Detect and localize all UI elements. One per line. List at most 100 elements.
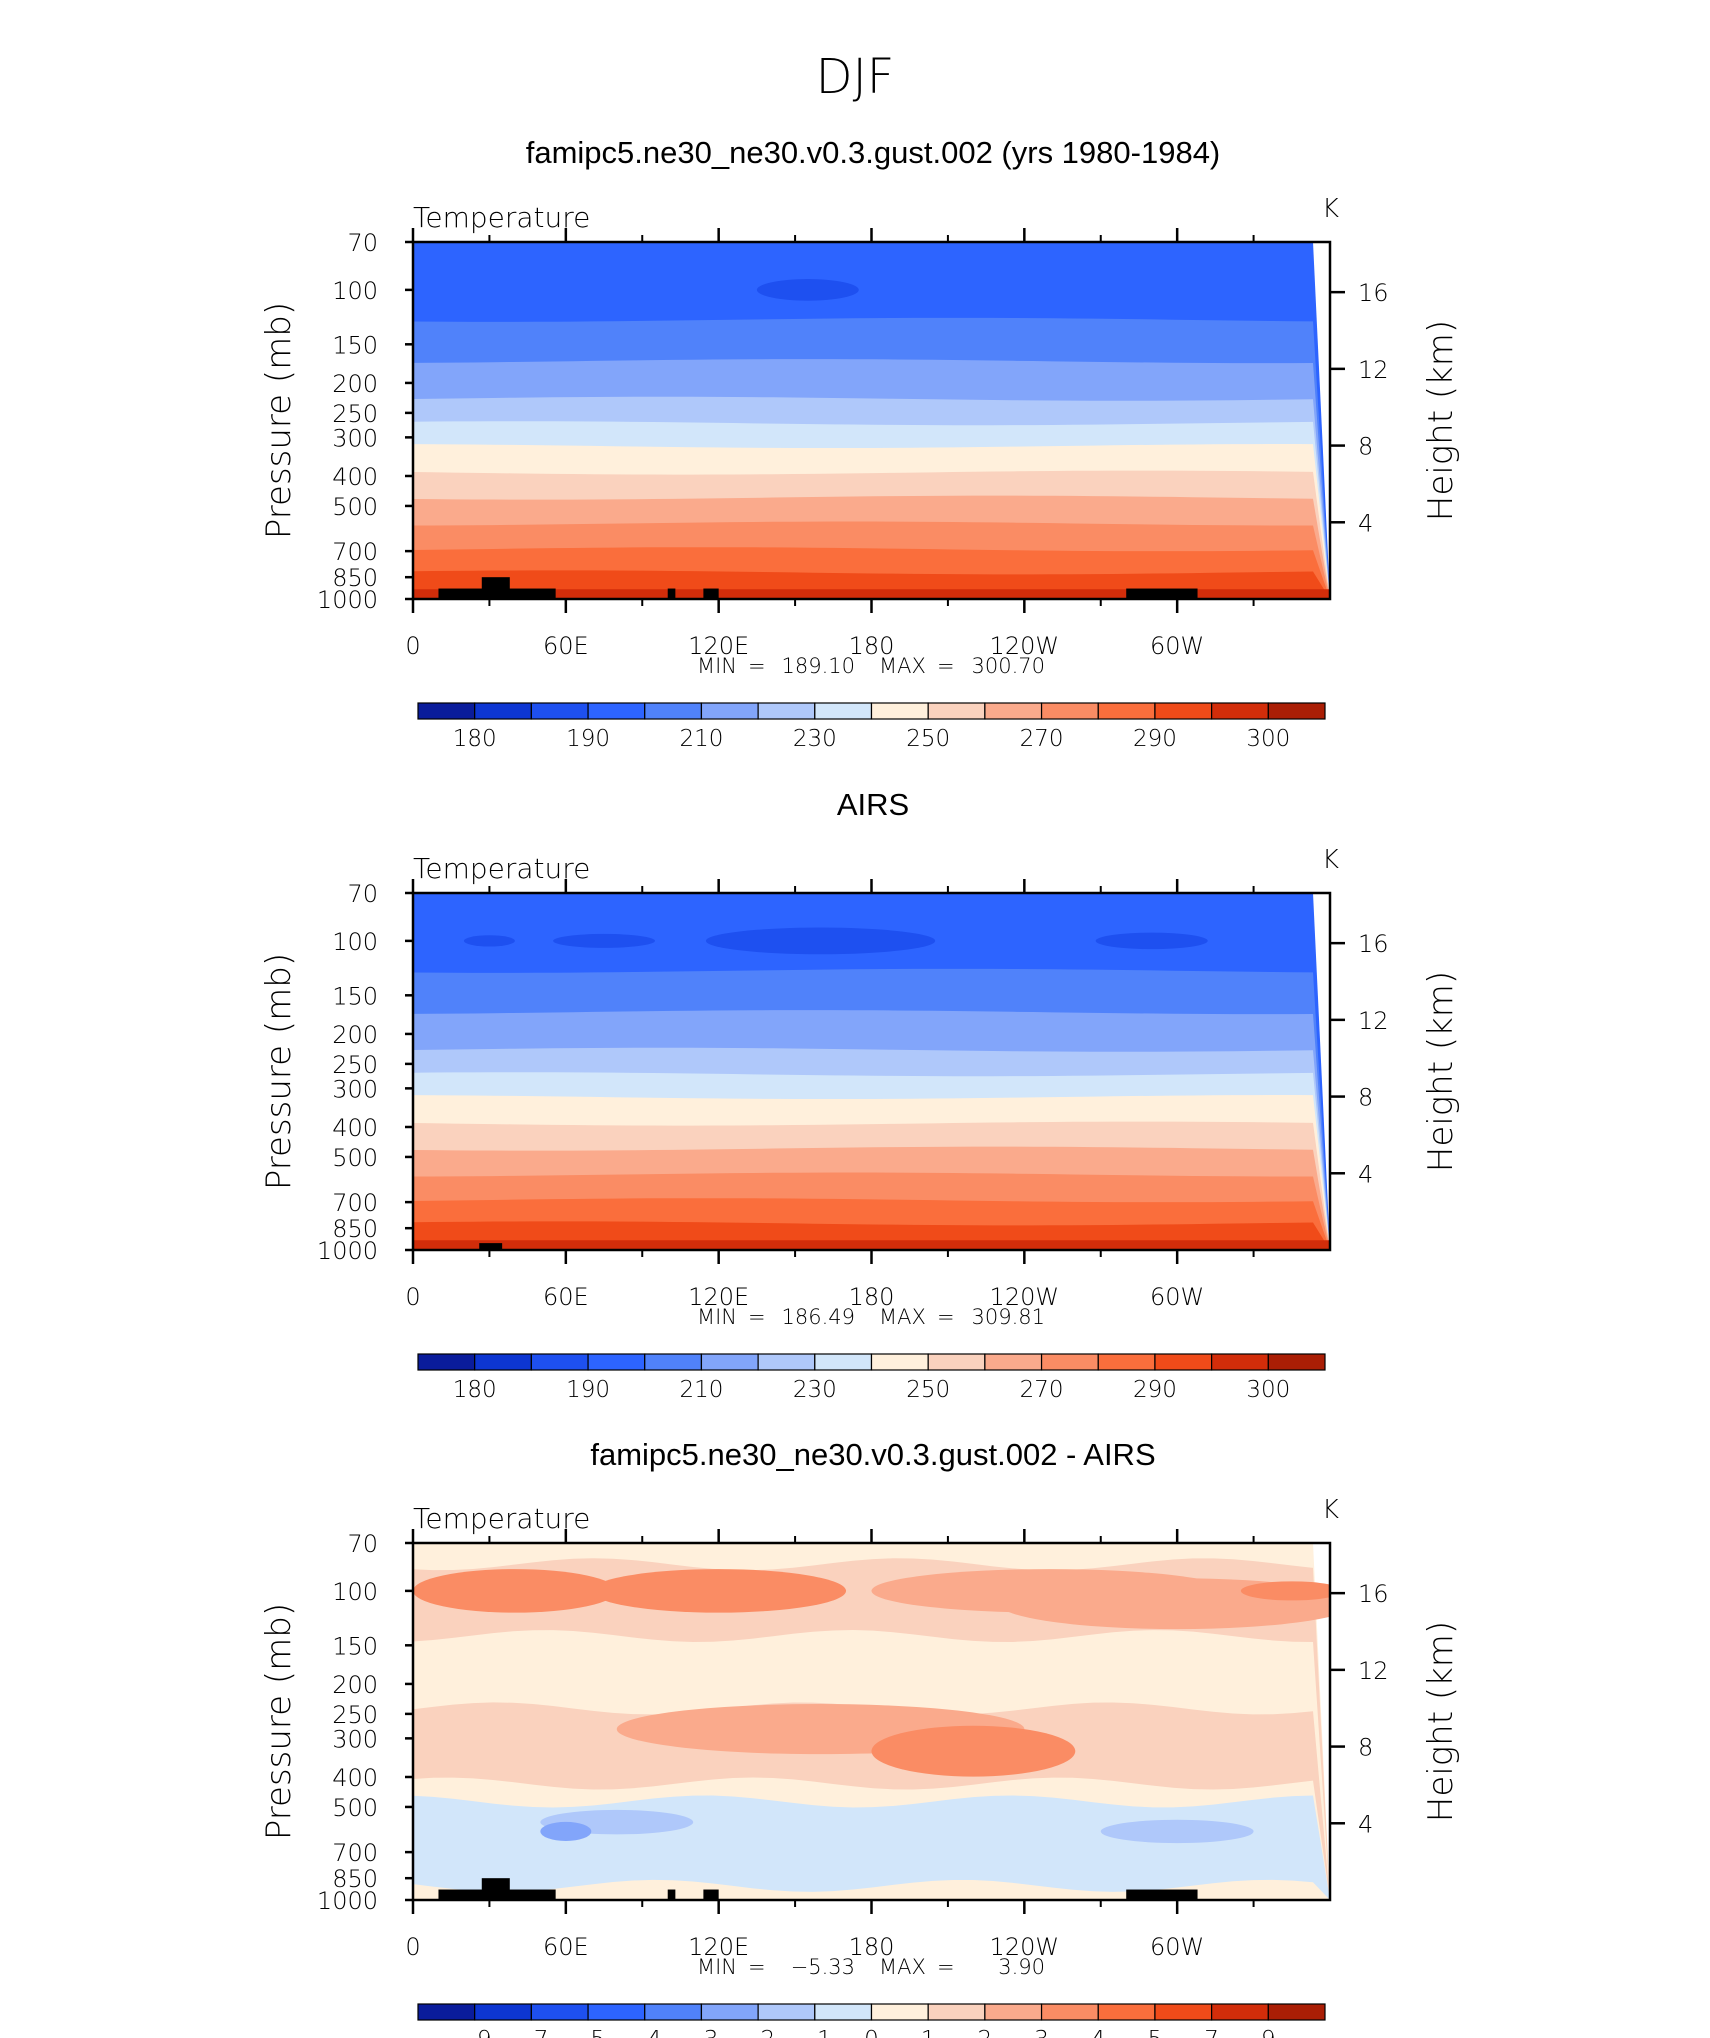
colorbar-box (474, 1353, 532, 1371)
colorbar-label: −4 (628, 2027, 662, 2038)
y-tick-label: 100 (332, 1578, 378, 1606)
figure-title: DJF (816, 49, 895, 105)
y-tick-label: 70 (347, 880, 378, 908)
colorbar-box (1097, 1353, 1156, 1371)
y-tick-label: 700 (332, 538, 378, 566)
y-tick-label: 300 (332, 1075, 378, 1103)
y-tick-label: 150 (332, 1632, 378, 1660)
y-tick-label: 850 (332, 1865, 378, 1893)
x-tick-label: 60W (1150, 1933, 1204, 1961)
contour-blob (463, 935, 515, 947)
contour-blob (705, 927, 936, 955)
colorbar-box (417, 702, 476, 720)
contour-blob (527, 1581, 757, 1601)
colorbar-box (870, 1353, 929, 1371)
colorbar-box (984, 2003, 1043, 2021)
x-tick-label: 180 (849, 1283, 895, 1311)
colorbar-box (814, 1353, 873, 1371)
y-tick-label: 150 (332, 982, 378, 1010)
colorbar-box (700, 702, 759, 720)
min-value: 186.49 (782, 1305, 855, 1329)
y-tick-label: 500 (332, 1144, 378, 1172)
colorbar-box (1154, 702, 1213, 720)
y2-tick-label: 8 (1358, 1084, 1373, 1112)
colorbar-box (1267, 702, 1326, 720)
y-tick-label: 200 (332, 1671, 378, 1699)
x-tick-label: 0 (405, 1283, 420, 1311)
y2-tick-label: 12 (1358, 1657, 1389, 1685)
colorbar-box (1267, 1353, 1326, 1371)
y-tick-label: 150 (332, 331, 378, 359)
colorbar-box (927, 2003, 986, 2021)
y-tick-label: 500 (332, 493, 378, 521)
colorbar-box (757, 2003, 816, 2021)
contour-blob (871, 1725, 1076, 1777)
topography-mask (1126, 1889, 1198, 1900)
y-tick-label: 1000 (317, 1887, 378, 1915)
colorbar-box (644, 1353, 703, 1371)
min-value: −5.33 (791, 1955, 855, 1979)
colorbar-label: 270 (1020, 726, 1064, 752)
variable-label: Temperature (413, 852, 590, 885)
colorbar-label: 250 (906, 1377, 950, 1403)
colorbar-label: 7 (1204, 2027, 1219, 2038)
y-tick-label: 200 (332, 370, 378, 398)
colorbar-box (417, 2003, 476, 2021)
colorbar-label: 290 (1133, 1377, 1177, 1403)
y-tick-label: 700 (332, 1839, 378, 1867)
y2-axis-label: Height (km) (1421, 1621, 1461, 1822)
colorbar-box (530, 1353, 589, 1371)
min-eq: = (748, 1305, 766, 1329)
colorbar-box (1040, 2003, 1099, 2021)
x-tick-label: 180 (849, 632, 895, 660)
colorbar-box (814, 2003, 873, 2021)
y-tick-label: 100 (332, 928, 378, 956)
max-label: MAX (879, 1955, 926, 1979)
y-tick-label: 250 (332, 1701, 378, 1729)
panel-title: AIRS (837, 787, 909, 822)
colorbar-box (1211, 2003, 1269, 2021)
y-tick-label: 1000 (317, 1237, 378, 1265)
x-tick-label: 120W (990, 1283, 1060, 1311)
contour-blob (756, 279, 859, 301)
colorbar-label: 250 (906, 726, 950, 752)
max-value: 300.70 (972, 654, 1045, 678)
colorbar-label: 210 (679, 726, 723, 752)
y-tick-label: 250 (332, 400, 378, 428)
y-tick-label: 70 (347, 1530, 378, 1558)
colorbar-box (1097, 2003, 1156, 2021)
topography-mask (703, 588, 719, 599)
colorbar-label: 190 (566, 726, 610, 752)
colorbar-box (530, 702, 589, 720)
colorbar-box (530, 2003, 589, 2021)
colorbar-box (927, 1353, 986, 1371)
y2-tick-label: 12 (1358, 356, 1389, 384)
colorbar-label: 3 (1034, 2027, 1049, 2038)
x-tick-label: 60W (1150, 1283, 1204, 1311)
panel-title: famipc5.ne30_ne30.v0.3.gust.002 - AIRS (590, 1437, 1155, 1472)
colorbar-label: 230 (793, 1377, 837, 1403)
y-tick-label: 70 (347, 229, 378, 257)
colorbar-box (1211, 702, 1269, 720)
y-tick-label: 300 (332, 424, 378, 452)
colorbar-box (1154, 2003, 1213, 2021)
colorbar-box (757, 1353, 816, 1371)
panel-3: famipc5.ne30_ne30.v0.3.gust.002 - AIRSTe… (259, 1437, 1461, 2038)
colorbar-box (1211, 1353, 1269, 1371)
plot-area (413, 242, 1330, 599)
x-tick-label: 0 (405, 1933, 420, 1961)
max-eq: = (937, 1305, 955, 1329)
x-tick-label: 60E (543, 1933, 589, 1961)
variable-label: Temperature (413, 1502, 590, 1535)
x-tick-label: 60E (543, 632, 589, 660)
units-label: K (1322, 845, 1339, 875)
colorbar-box (587, 1353, 646, 1371)
colorbar-box (870, 2003, 929, 2021)
plot-area (413, 893, 1330, 1250)
colorbar-label: 5 (1148, 2027, 1163, 2038)
min-label: MIN (697, 1955, 737, 1979)
colorbar-box (644, 2003, 703, 2021)
colorbar-label: 190 (566, 1377, 610, 1403)
x-tick-label: 60W (1150, 632, 1204, 660)
y-tick-label: 300 (332, 1725, 378, 1753)
